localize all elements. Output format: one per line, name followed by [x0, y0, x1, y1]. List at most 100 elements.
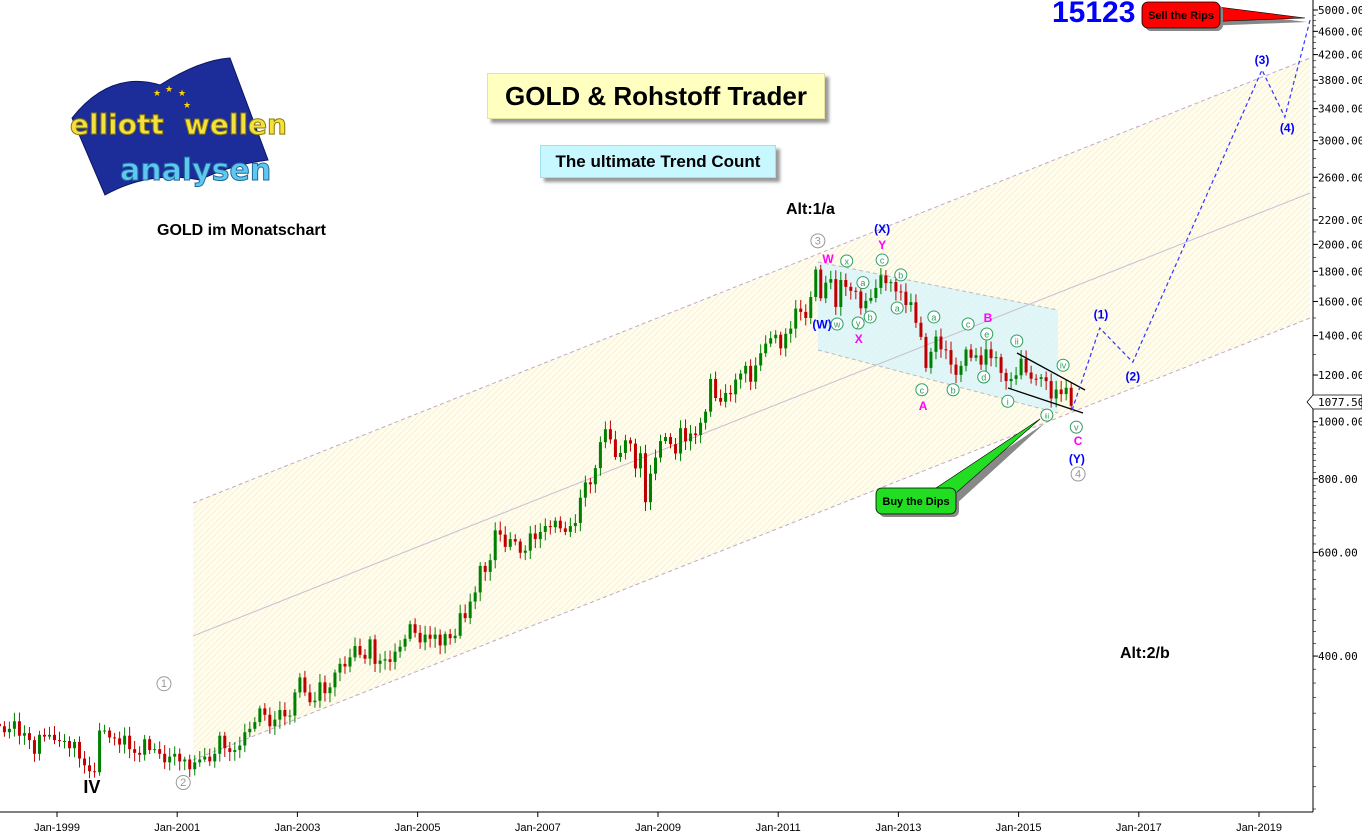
candle-up — [994, 357, 998, 359]
wave-label-circle — [890, 301, 904, 315]
candle-down — [413, 624, 417, 633]
chart-caption: GOLD im Monatschart — [157, 222, 326, 239]
candle-up — [814, 269, 818, 298]
candle-up — [704, 411, 708, 423]
candle-up — [724, 392, 728, 402]
candle-down — [779, 334, 783, 349]
candle-up — [278, 709, 282, 720]
candle-up — [829, 279, 833, 283]
wave-label: (4) — [1280, 121, 1295, 135]
candle-up — [664, 436, 668, 442]
svg-text:★: ★ — [165, 84, 173, 94]
candles — [0, 264, 1073, 779]
y-tick-label: 1400.00 — [1318, 330, 1362, 343]
wave-annotation: v — [1069, 420, 1083, 434]
wave-annotation: y — [851, 316, 865, 330]
wave-label: IV — [83, 777, 100, 797]
candle-up — [433, 634, 437, 639]
candle-down — [558, 520, 562, 529]
candle-down — [643, 453, 647, 503]
candle-up — [47, 734, 51, 737]
candle-down — [533, 533, 537, 540]
y-tick-label: 600.00 — [1318, 546, 1358, 559]
svg-text:wellen: wellen — [184, 108, 287, 141]
wave-annotation: b — [863, 310, 877, 324]
candle-down — [88, 765, 92, 772]
y-tick-label: 400.00 — [1318, 650, 1358, 663]
wave-label: c — [966, 320, 971, 330]
candle-down — [138, 752, 142, 755]
candle-down — [42, 734, 46, 737]
candle-up — [293, 692, 297, 716]
candle-up — [839, 280, 843, 307]
wave-annotation: a — [856, 276, 870, 290]
candle-down — [944, 349, 948, 351]
svg-text:★: ★ — [153, 88, 161, 98]
candle-up — [348, 657, 352, 667]
candle-up — [789, 328, 793, 334]
candle-down — [263, 708, 267, 715]
candle-down — [939, 336, 943, 350]
candle-up — [578, 497, 582, 523]
candle-up — [103, 730, 107, 732]
candle-up — [353, 646, 357, 658]
candle-down — [804, 311, 808, 318]
candle-down — [719, 398, 723, 402]
y-tick-label: 4200.00 — [1318, 49, 1362, 62]
candle-up — [1009, 378, 1013, 382]
candle-up — [258, 708, 262, 723]
candle-up — [739, 373, 743, 380]
code-number: 15123 — [1052, 0, 1136, 29]
candle-up — [568, 526, 572, 532]
wave-label-circle — [915, 383, 929, 397]
candle-down — [303, 677, 307, 693]
candle-up — [318, 682, 322, 701]
candle-down — [158, 749, 162, 754]
candle-down — [1059, 389, 1063, 395]
candle-up — [218, 735, 222, 754]
candle-down — [854, 290, 858, 292]
candle-down — [483, 565, 487, 572]
wave-annotation: 3 — [810, 233, 826, 249]
candle-up — [679, 428, 683, 454]
last-price-label: 1077.50 — [1318, 396, 1362, 409]
candle-down — [108, 730, 112, 738]
candle-up — [493, 530, 497, 561]
wave-label: v — [1074, 423, 1079, 433]
candle-down — [1004, 372, 1008, 382]
candle-down — [32, 740, 36, 754]
candle-up — [889, 282, 893, 284]
wave-label: a — [931, 312, 936, 322]
candle-up — [769, 338, 773, 344]
candle-up — [193, 762, 197, 770]
wave-label: 1 — [161, 678, 167, 690]
candle-down — [628, 440, 632, 444]
candle-up — [73, 741, 77, 749]
candle-up — [313, 700, 317, 703]
candle-down — [834, 279, 838, 307]
candle-up — [659, 441, 663, 458]
y-tick-label: 3800.00 — [1318, 74, 1362, 87]
wave-label: c — [920, 385, 925, 395]
candle-up — [543, 526, 547, 532]
candle-down — [68, 741, 72, 749]
candle-up — [378, 660, 382, 664]
candle-up — [7, 728, 11, 733]
candle-down — [308, 692, 312, 703]
wave-label-circle — [810, 233, 826, 249]
candle-down — [373, 639, 377, 664]
wave-label-circle — [946, 383, 960, 397]
wave-label: d — [981, 372, 986, 382]
candle-up — [879, 275, 883, 288]
candle-up — [248, 728, 252, 733]
candle-down — [799, 308, 803, 312]
candle-down — [1024, 358, 1028, 373]
candle-down — [518, 541, 522, 553]
wave-annotation: (4) — [1280, 121, 1295, 135]
candle-down — [729, 392, 733, 395]
candle-down — [924, 336, 928, 368]
wave-annotation: d — [977, 370, 991, 384]
x-tick-label: Jan-2005 — [395, 822, 441, 834]
y-tick-label: 5000.00 — [1318, 4, 1362, 17]
candle-down — [148, 739, 152, 751]
